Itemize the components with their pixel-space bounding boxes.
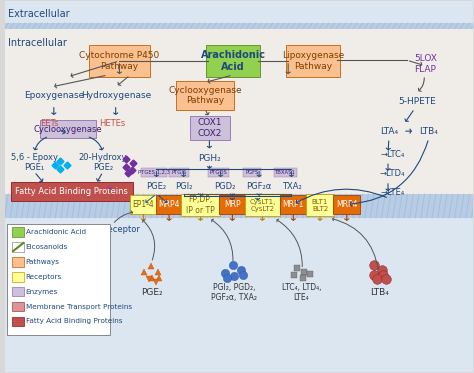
FancyBboxPatch shape (130, 195, 157, 214)
Text: →LTC₄: →LTC₄ (380, 150, 405, 159)
FancyBboxPatch shape (12, 317, 24, 326)
Text: CysLT1,
CysLT2: CysLT1, CysLT2 (249, 198, 276, 211)
Text: 20-Hydroxy
PGE₂: 20-Hydroxy PGE₂ (79, 153, 128, 172)
Text: PTGES 1,2,3: PTGES 1,2,3 (138, 170, 170, 175)
FancyBboxPatch shape (12, 242, 24, 252)
Text: TXA₂: TXA₂ (282, 182, 301, 191)
Text: Epoxygenase: Epoxygenase (24, 91, 84, 100)
Text: PTGIS: PTGIS (171, 170, 187, 175)
FancyBboxPatch shape (12, 228, 24, 237)
Text: Enzymes: Enzymes (26, 289, 58, 295)
Text: PGH₂: PGH₂ (198, 154, 221, 163)
FancyBboxPatch shape (5, 23, 474, 29)
FancyBboxPatch shape (12, 302, 24, 311)
Text: MRP1: MRP1 (283, 200, 304, 209)
FancyBboxPatch shape (286, 45, 340, 77)
FancyBboxPatch shape (176, 81, 234, 110)
Text: PGD₂: PGD₂ (214, 182, 235, 191)
Text: TBXAS1: TBXAS1 (275, 170, 296, 175)
Text: Hydroxygenase: Hydroxygenase (81, 91, 151, 100)
Text: FP,DP,
IP or TP: FP,DP, IP or TP (186, 195, 215, 215)
Text: MRP: MRP (224, 200, 241, 209)
FancyBboxPatch shape (190, 116, 229, 140)
Text: Receptors: Receptors (26, 274, 62, 280)
FancyBboxPatch shape (5, 29, 474, 194)
Text: EETs: EETs (40, 119, 58, 128)
Text: Fatty Acid Binding Proteins: Fatty Acid Binding Proteins (15, 187, 128, 196)
Text: PGF₂α: PGF₂α (246, 182, 272, 191)
Text: Fatty Acid Binding Proteins: Fatty Acid Binding Proteins (26, 319, 122, 325)
FancyBboxPatch shape (333, 195, 360, 214)
FancyBboxPatch shape (245, 194, 280, 216)
FancyBboxPatch shape (5, 194, 474, 218)
FancyBboxPatch shape (306, 194, 334, 216)
Text: Extracellular: Extracellular (9, 9, 70, 19)
FancyBboxPatch shape (206, 45, 260, 77)
FancyBboxPatch shape (7, 224, 110, 335)
Text: LTB₄: LTB₄ (419, 126, 438, 136)
Text: →LTE₄: →LTE₄ (380, 188, 405, 197)
FancyBboxPatch shape (5, 1, 474, 27)
Text: 5-HPETE: 5-HPETE (398, 97, 436, 106)
FancyBboxPatch shape (140, 167, 167, 177)
Text: EP1-4: EP1-4 (132, 200, 154, 209)
Text: 5LOX
FLAP: 5LOX FLAP (414, 54, 437, 73)
FancyBboxPatch shape (40, 120, 96, 138)
Text: Receptor: Receptor (102, 225, 140, 234)
Text: Arachidonic Acid: Arachidonic Acid (26, 229, 86, 235)
FancyBboxPatch shape (5, 218, 474, 372)
Text: LTC₄, LTD₄,
LTE₄: LTC₄, LTD₄, LTE₄ (282, 283, 321, 302)
Text: PGE₂: PGE₂ (146, 182, 166, 191)
FancyBboxPatch shape (181, 194, 220, 216)
Text: BLT1
BLT2: BLT1 BLT2 (312, 198, 328, 211)
Text: Arachidonic
Acid: Arachidonic Acid (201, 50, 265, 72)
Text: MRP4: MRP4 (158, 200, 180, 209)
Text: Intracellular: Intracellular (9, 38, 67, 48)
Text: HETEs: HETEs (99, 119, 126, 128)
Text: LTA₄: LTA₄ (380, 126, 398, 136)
Text: MRP4: MRP4 (336, 200, 357, 209)
Text: Eicosanoids: Eicosanoids (26, 244, 68, 250)
Text: 5,6 - Epoxy
PGE₁: 5,6 - Epoxy PGE₁ (10, 153, 58, 172)
FancyBboxPatch shape (169, 167, 189, 177)
FancyBboxPatch shape (12, 287, 24, 297)
FancyBboxPatch shape (219, 195, 246, 214)
FancyBboxPatch shape (12, 257, 24, 267)
FancyBboxPatch shape (11, 182, 133, 201)
FancyBboxPatch shape (12, 272, 24, 282)
FancyBboxPatch shape (209, 167, 229, 177)
Text: PTGDS: PTGDS (210, 170, 228, 175)
Text: COX1
COX2: COX1 COX2 (197, 118, 222, 138)
Text: Pathways: Pathways (26, 259, 60, 265)
Text: PGFS: PGFS (245, 170, 258, 175)
Text: →LTD₄: →LTD₄ (380, 169, 405, 178)
Text: PGI₂: PGI₂ (175, 182, 192, 191)
Text: Cyclooxygenase
Pathway: Cyclooxygenase Pathway (168, 86, 242, 105)
Text: Lipoxygenase
Pathway: Lipoxygenase Pathway (282, 51, 344, 71)
FancyBboxPatch shape (243, 167, 261, 177)
Text: Membrane Transport Proteins: Membrane Transport Proteins (26, 304, 132, 310)
FancyBboxPatch shape (274, 167, 297, 177)
Text: Cytochrome P450
Pathway: Cytochrome P450 Pathway (79, 51, 160, 71)
Text: Cyclooxygenase: Cyclooxygenase (34, 125, 102, 134)
Text: LTB₄: LTB₄ (370, 288, 389, 297)
Text: PGE₂: PGE₂ (141, 288, 163, 297)
FancyBboxPatch shape (155, 195, 182, 214)
FancyBboxPatch shape (89, 45, 150, 77)
Text: PGI₂, PGD₂,
PGF₂α, TXA₂: PGI₂, PGD₂, PGF₂α, TXA₂ (211, 283, 257, 302)
FancyBboxPatch shape (280, 195, 307, 214)
